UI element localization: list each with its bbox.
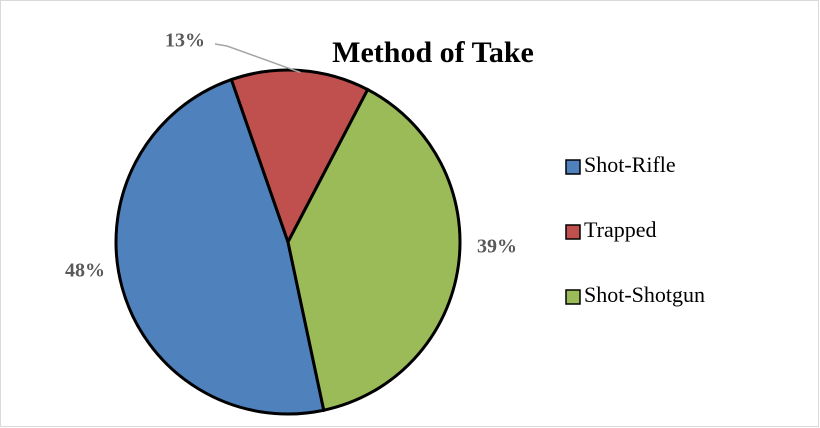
data-label: 48%: [65, 260, 105, 282]
legend-swatch: [565, 289, 581, 305]
pie-slice: [229, 68, 370, 246]
pie-slice: [114, 77, 326, 416]
data-label: 39%: [477, 236, 517, 258]
chart-title: Method of Take: [332, 36, 534, 69]
data-label: 13%: [165, 30, 205, 52]
legend-swatch: [565, 159, 581, 175]
legend-label: Trapped: [584, 217, 657, 242]
legend-label: Shot-Rifle: [584, 152, 676, 177]
legend-swatch: [565, 224, 581, 240]
pie-slice: [286, 87, 462, 413]
legend-label: Shot-Shotgun: [584, 282, 705, 307]
leader-line: [214, 43, 301, 74]
